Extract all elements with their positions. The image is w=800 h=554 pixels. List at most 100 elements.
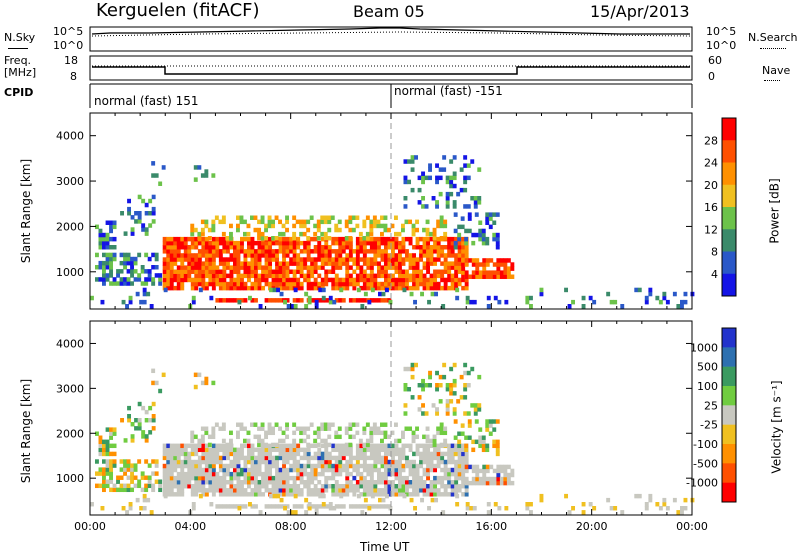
- echo-cell: [218, 285, 223, 291]
- echo-cell: [190, 484, 195, 489]
- echo-cell: [443, 488, 448, 493]
- echo-cell: [323, 426, 328, 431]
- echo-cell: [109, 443, 114, 449]
- echo-cell: [218, 426, 223, 431]
- echo-cell: [428, 370, 433, 376]
- echo-cell: [394, 261, 399, 266]
- echo-cell: [144, 459, 149, 464]
- echo-cell: [391, 273, 395, 279]
- echo-cell: [447, 265, 452, 270]
- echo-cell: [387, 257, 392, 262]
- echo-cell: [432, 227, 437, 233]
- echo-cell: [272, 287, 277, 293]
- echo-cell: [470, 366, 475, 372]
- echo-cell: [218, 488, 223, 493]
- echo-cell: [257, 265, 262, 270]
- echo-cell: [331, 455, 336, 461]
- echo-cell: [492, 476, 497, 482]
- echo-cell: [485, 468, 490, 474]
- echo-cell: [461, 285, 466, 291]
- echo-cell: [285, 467, 290, 473]
- echo-cell: [398, 463, 402, 469]
- echo-cell: [201, 265, 206, 270]
- echo-cell: [233, 245, 237, 250]
- echo-cell: [211, 459, 216, 465]
- echo-cell: [436, 443, 441, 449]
- echo-cell: [267, 430, 272, 436]
- echo-cell: [204, 475, 209, 481]
- echo-cell: [257, 245, 262, 250]
- echo-cell: [499, 476, 504, 482]
- echo-cell: [415, 277, 420, 283]
- echo-cell: [176, 285, 181, 291]
- echo-cell: [211, 380, 216, 386]
- echo-cell: [190, 459, 195, 465]
- echo-cell: [457, 269, 462, 274]
- echo-cell: [271, 253, 276, 258]
- echo-cell: [112, 277, 117, 282]
- echo-cell: [109, 487, 114, 493]
- echo-cell: [369, 451, 374, 457]
- echo-cell: [296, 443, 301, 449]
- echo-cell: [381, 497, 386, 503]
- echo-cell: [452, 407, 457, 412]
- echo-cell: [471, 274, 476, 279]
- echo-cell: [452, 362, 457, 368]
- echo-cell: [218, 269, 223, 274]
- echo-cell: [211, 430, 216, 436]
- echo-cell: [402, 493, 407, 499]
- echo-cell: [268, 249, 273, 254]
- echo-cell: [176, 269, 181, 274]
- echo-cell: [450, 480, 455, 485]
- echo-cell: [384, 261, 388, 266]
- echo-cell: [243, 492, 248, 497]
- echo-cell: [236, 223, 240, 229]
- echo-cell: [123, 487, 128, 493]
- echo-cell: [369, 455, 374, 461]
- echo-cell: [307, 502, 312, 507]
- echo-cell: [264, 257, 269, 262]
- echo-cell: [299, 447, 304, 453]
- echo-cell: [285, 443, 290, 449]
- echo-cell: [477, 200, 482, 205]
- echo-cell: [158, 388, 163, 394]
- echo-cell: [233, 281, 237, 287]
- echo-cell: [302, 219, 307, 225]
- echo-cell: [317, 281, 322, 287]
- echo-cell: [317, 273, 322, 279]
- echo-cell: [119, 475, 124, 480]
- echo-cell: [218, 236, 223, 242]
- echo-cell: [443, 459, 448, 465]
- echo-cell: [373, 492, 378, 497]
- echo-cell: [243, 298, 248, 303]
- echo-cell: [453, 447, 458, 453]
- echo-cell: [436, 257, 441, 262]
- echo-cell: [285, 261, 290, 266]
- echo-cell: [387, 463, 392, 469]
- echo-cell: [320, 215, 325, 220]
- echo-cell: [485, 423, 490, 428]
- echo-cell: [435, 370, 440, 376]
- echo-cell: [391, 245, 395, 250]
- echo-cell: [233, 249, 237, 254]
- echo-cell: [303, 240, 308, 246]
- echo-cell: [412, 467, 417, 473]
- echo-cell: [394, 422, 398, 427]
- echo-cell: [229, 245, 234, 250]
- echo-cell: [455, 287, 460, 293]
- echo-cell: [380, 249, 385, 254]
- echo-cell: [377, 249, 381, 254]
- echo-cell: [468, 258, 473, 263]
- echo-cell: [467, 419, 472, 424]
- echo-cell: [331, 257, 336, 262]
- echo-cell: [123, 463, 128, 468]
- echo-cell: [257, 442, 262, 448]
- echo-cell: [264, 459, 269, 465]
- echo-cell: [187, 265, 192, 270]
- echo-cell: [296, 504, 301, 509]
- echo-cell: [254, 261, 258, 266]
- echo-cell: [229, 447, 234, 453]
- echo-cell: [142, 299, 147, 305]
